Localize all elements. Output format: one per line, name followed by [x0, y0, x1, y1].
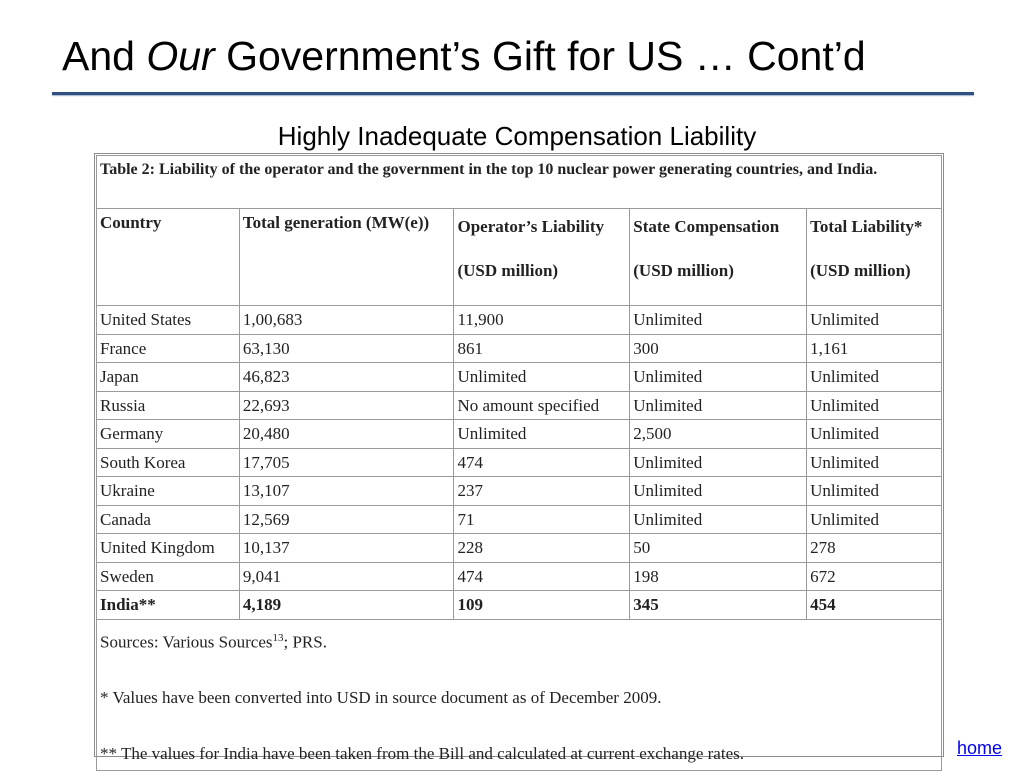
cell-operator: 11,900 — [453, 305, 631, 335]
table-row: France 63,130 861 300 1,161 — [96, 333, 942, 363]
cell-generation: 22,693 — [238, 390, 455, 420]
table-row: United Kingdom 10,137 228 50 278 — [96, 533, 942, 563]
liability-table: Table 2: Liability of the operator and t… — [96, 155, 942, 771]
header-country: Country — [96, 208, 240, 306]
cell-total: Unlimited — [806, 390, 942, 420]
cell-country: India** — [96, 590, 240, 620]
cell-country: United States — [96, 305, 240, 335]
cell-operator: 237 — [453, 476, 631, 506]
cell-country: South Korea — [96, 447, 240, 477]
cell-country: Canada — [96, 504, 240, 534]
note-usd-conversion: * Values have been converted into USD in… — [100, 688, 662, 708]
table-row: United States 1,00,683 11,900 Unlimited … — [96, 305, 942, 335]
header-operator-label: Operator’s Liability — [457, 217, 605, 236]
cell-operator: 109 — [453, 590, 631, 620]
cell-total: 1,161 — [806, 333, 942, 363]
cell-generation: 1,00,683 — [238, 305, 455, 335]
table-row: South Korea 17,705 474 Unlimited Unlimit… — [96, 447, 942, 477]
table-caption: Table 2: Liability of the operator and t… — [96, 155, 942, 209]
cell-generation: 63,130 — [238, 333, 455, 363]
table-row: Japan 46,823 Unlimited Unlimited Unlimit… — [96, 362, 942, 392]
table-row: Ukraine 13,107 237 Unlimited Unlimited — [96, 476, 942, 506]
cell-operator: 861 — [453, 333, 631, 363]
cell-operator: Unlimited — [453, 419, 631, 449]
slide-subtitle: Highly Inadequate Compensation Liability — [277, 121, 757, 151]
cell-state: 300 — [629, 333, 808, 363]
header-state-compensation: State Compensation (USD million) — [629, 208, 808, 306]
cell-total: Unlimited — [806, 305, 942, 335]
cell-state: 2,500 — [629, 419, 808, 449]
table-notes: Sources: Various Sources13; PRS. * Value… — [96, 618, 942, 771]
cell-country: Sweden — [96, 561, 240, 591]
cell-total: 278 — [806, 533, 942, 563]
cell-total: Unlimited — [806, 476, 942, 506]
cell-generation: 9,041 — [238, 561, 455, 591]
header-state-label: State Compensation — [633, 217, 780, 236]
cell-operator: 228 — [453, 533, 631, 563]
cell-generation: 20,480 — [238, 419, 455, 449]
cell-total: Unlimited — [806, 504, 942, 534]
header-total-label: Total Liability* — [810, 217, 923, 236]
cell-generation: 4,189 — [238, 590, 455, 620]
table-row: Russia 22,693 No amount specified Unlimi… — [96, 390, 942, 420]
cell-country: Ukraine — [96, 476, 240, 506]
table-row: Sweden 9,041 474 198 672 — [96, 561, 942, 591]
header-generation: Total generation (MW(e)) — [238, 208, 455, 306]
cell-country: United Kingdom — [96, 533, 240, 563]
cell-total: 454 — [806, 590, 942, 620]
sources-text: Sources: Various Sources — [100, 632, 273, 652]
table-row: Canada 12,569 71 Unlimited Unlimited — [96, 504, 942, 534]
note-india-values: ** The values for India have been taken … — [100, 744, 744, 764]
sources-tail: ; PRS. — [283, 632, 327, 652]
cell-country: Germany — [96, 419, 240, 449]
header-total-liability: Total Liability* (USD million) — [806, 208, 942, 306]
cell-generation: 10,137 — [238, 533, 455, 563]
cell-total: Unlimited — [806, 447, 942, 477]
cell-operator: No amount specified — [453, 390, 631, 420]
title-divider — [52, 92, 974, 95]
title-part-2: Government’s Gift for US … Cont’d — [214, 33, 866, 79]
cell-total: Unlimited — [806, 419, 942, 449]
header-total-unit: (USD million) — [810, 261, 911, 280]
cell-generation: 13,107 — [238, 476, 455, 506]
table-row-india: India** 4,189 109 345 454 — [96, 590, 942, 620]
table-header-row: Country Total generation (MW(e)) Operato… — [96, 208, 942, 306]
header-operator-liability: Operator’s Liability (USD million) — [453, 208, 631, 306]
home-link[interactable]: home — [957, 738, 1003, 758]
header-state-unit: (USD million) — [633, 261, 734, 280]
cell-operator: 71 — [453, 504, 631, 534]
cell-operator: Unlimited — [453, 362, 631, 392]
cell-state: 198 — [629, 561, 808, 591]
cell-state: 50 — [629, 533, 808, 563]
cell-state: Unlimited — [629, 447, 808, 477]
cell-state: Unlimited — [629, 504, 808, 534]
slide-title: And Our Government’s Gift for US … Cont’… — [62, 30, 866, 82]
cell-country: France — [96, 333, 240, 363]
sources-footnote-ref: 13 — [272, 631, 284, 644]
cell-operator: 474 — [453, 561, 631, 591]
cell-state: Unlimited — [629, 362, 808, 392]
cell-generation: 12,569 — [238, 504, 455, 534]
cell-operator: 474 — [453, 447, 631, 477]
cell-country: Japan — [96, 362, 240, 392]
sources-line: Sources: Various Sources13; PRS. — [100, 624, 938, 657]
title-emphasis: Our — [146, 33, 215, 79]
cell-total: 672 — [806, 561, 942, 591]
cell-generation: 17,705 — [238, 447, 455, 477]
cell-state: Unlimited — [629, 476, 808, 506]
cell-generation: 46,823 — [238, 362, 455, 392]
header-operator-unit: (USD million) — [457, 261, 559, 280]
cell-state: 345 — [629, 590, 808, 620]
cell-total: Unlimited — [806, 362, 942, 392]
cell-state: Unlimited — [629, 390, 808, 420]
cell-country: Russia — [96, 390, 240, 420]
table-row: Germany 20,480 Unlimited 2,500 Unlimited — [96, 419, 942, 449]
cell-state: Unlimited — [629, 305, 808, 335]
title-part-1: And — [62, 33, 147, 79]
